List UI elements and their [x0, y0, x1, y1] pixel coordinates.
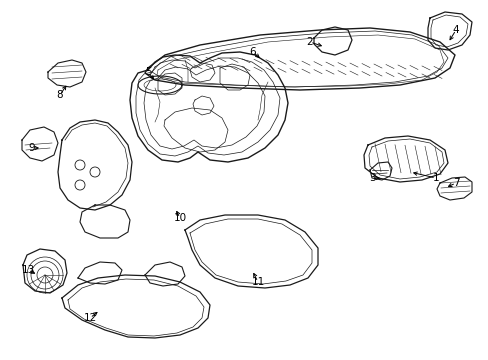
Polygon shape — [78, 262, 122, 284]
Polygon shape — [313, 27, 351, 55]
Polygon shape — [145, 28, 454, 90]
Text: 8: 8 — [57, 90, 63, 100]
Polygon shape — [48, 60, 86, 87]
Circle shape — [90, 167, 100, 177]
Text: 12: 12 — [83, 313, 97, 323]
Text: 6: 6 — [249, 47, 256, 57]
Text: 5: 5 — [144, 67, 151, 77]
Text: 2: 2 — [306, 37, 313, 47]
Circle shape — [75, 180, 85, 190]
Text: 4: 4 — [452, 25, 458, 35]
Polygon shape — [427, 12, 471, 50]
Circle shape — [75, 160, 85, 170]
Polygon shape — [363, 136, 447, 182]
Polygon shape — [436, 177, 471, 200]
Text: 10: 10 — [173, 213, 186, 223]
Polygon shape — [130, 52, 287, 162]
Polygon shape — [62, 275, 209, 338]
Polygon shape — [184, 215, 317, 288]
Polygon shape — [145, 262, 184, 286]
Text: 3: 3 — [368, 173, 375, 183]
Polygon shape — [23, 249, 67, 293]
Text: 1: 1 — [432, 173, 438, 183]
Text: 11: 11 — [251, 277, 264, 287]
Text: 7: 7 — [452, 178, 458, 188]
Polygon shape — [58, 120, 132, 210]
Text: 9: 9 — [29, 143, 35, 153]
Text: 13: 13 — [21, 265, 35, 275]
Polygon shape — [80, 205, 130, 238]
Polygon shape — [369, 162, 391, 180]
Polygon shape — [22, 127, 58, 161]
Polygon shape — [138, 76, 182, 94]
